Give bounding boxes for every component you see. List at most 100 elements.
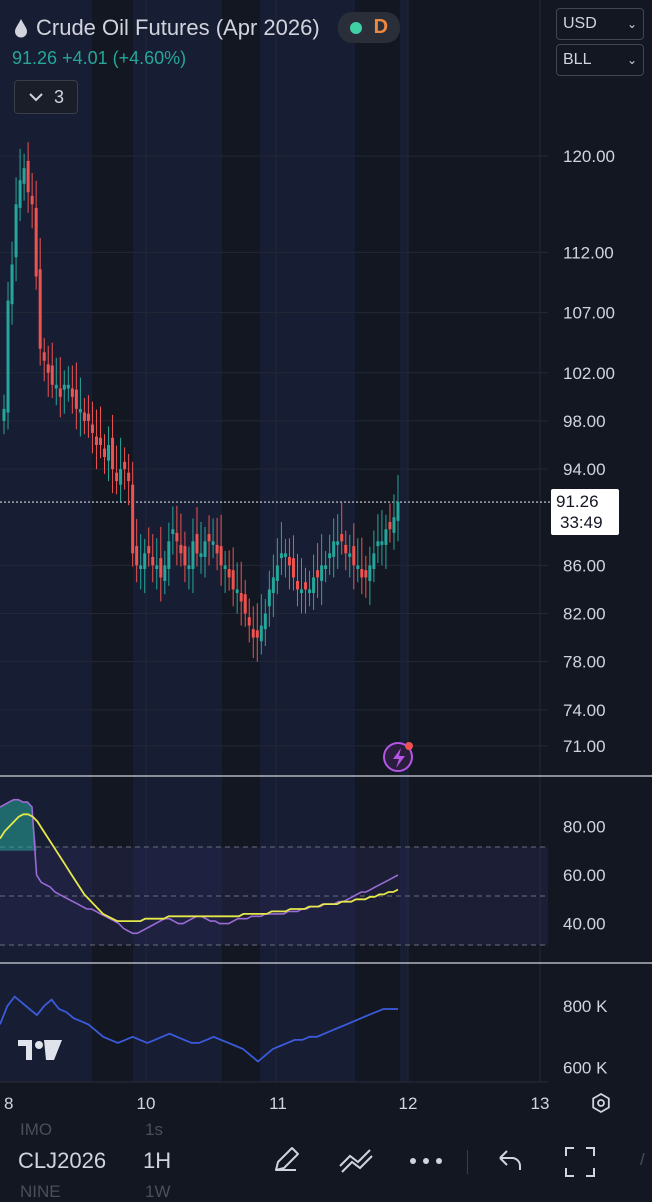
pen-icon[interactable] <box>270 1144 302 1178</box>
volume-axis-label: 600 K <box>563 1059 608 1078</box>
time-axis-label: 12 <box>399 1094 418 1113</box>
candle <box>243 594 247 614</box>
candle <box>46 364 50 373</box>
price-axis-label: 107.00 <box>563 304 615 323</box>
unit-value: BLL <box>563 51 592 68</box>
candle <box>131 484 135 554</box>
candle <box>380 541 384 545</box>
session-band <box>400 0 408 1082</box>
time-axis-label: 10 <box>137 1094 156 1113</box>
chart-header: Crude Oil Futures (Apr 2026) D <box>14 12 401 43</box>
chevron-down-icon: ⌄ <box>626 17 637 31</box>
candle <box>324 565 328 569</box>
price-axis-label: 86.00 <box>563 556 606 575</box>
candle <box>86 413 90 421</box>
currency-select[interactable]: USD ⌄ <box>556 8 644 40</box>
chevron-down-icon <box>29 93 43 102</box>
candle <box>30 195 34 205</box>
candle <box>175 532 179 542</box>
chart-canvas[interactable]: 120.00 112.00 107.00 102.00 98.00 94.00 86.00 8… <box>0 0 652 1120</box>
candle <box>34 207 38 277</box>
candle <box>115 472 119 482</box>
candle <box>107 445 111 461</box>
more-chevron[interactable]: / <box>640 1150 645 1169</box>
time-axis-label: 8 <box>4 1094 13 1113</box>
candle <box>300 589 304 594</box>
candle <box>199 553 203 557</box>
candle <box>90 424 94 433</box>
candle <box>10 264 14 305</box>
more-icon[interactable] <box>408 1156 444 1166</box>
undo-icon[interactable] <box>496 1148 524 1174</box>
candle <box>340 534 344 542</box>
trend-tools-icon[interactable] <box>338 1148 374 1174</box>
candle <box>62 384 66 390</box>
bar-countdown: 33:49 <box>560 513 603 532</box>
unit-select[interactable]: BLL ⌄ <box>556 44 644 76</box>
rsi-axis-label: 60.00 <box>563 866 606 885</box>
candle <box>215 544 219 554</box>
lightning-icon[interactable] <box>383 742 413 772</box>
candle <box>159 558 163 578</box>
price-axis-label: 82.00 <box>563 605 606 624</box>
candle <box>155 565 159 569</box>
indicators-toggle-button[interactable]: 3 <box>14 80 78 114</box>
volume-line <box>0 995 398 1063</box>
price-change-line: 91.26 +4.01 (+4.60%) <box>12 48 186 69</box>
candle <box>119 469 123 485</box>
last-price: 91.26 <box>12 48 58 68</box>
time-axis-label: 11 <box>269 1094 287 1113</box>
candle <box>251 629 255 638</box>
toolbar-divider <box>467 1150 468 1174</box>
candle <box>103 448 107 458</box>
candle <box>239 593 243 602</box>
interval-next: 1W <box>145 1182 171 1201</box>
tradingview-logo <box>18 1040 62 1060</box>
candle <box>344 544 348 554</box>
candle <box>50 365 54 385</box>
price-axis-label: 120.00 <box>563 147 615 166</box>
current-price-tag <box>551 489 619 536</box>
candle <box>376 541 380 547</box>
price-axis-label: 94.00 <box>563 460 606 479</box>
candle <box>312 577 316 594</box>
candle <box>70 388 74 397</box>
status-pill[interactable]: D <box>337 12 401 43</box>
symbol-title[interactable]: Crude Oil Futures (Apr 2026) <box>36 14 320 40</box>
candle <box>14 204 18 258</box>
candle <box>247 617 251 626</box>
chevron-down-icon: ⌄ <box>626 53 637 67</box>
candle <box>348 553 352 557</box>
rsi-axis-label: 40.00 <box>563 915 606 934</box>
candle <box>356 565 360 569</box>
candle <box>18 180 22 208</box>
rsi-overbought-fill <box>0 799 37 851</box>
fullscreen-icon[interactable] <box>564 1146 596 1178</box>
candle <box>308 589 312 594</box>
symbol-next: NINE <box>20 1182 61 1201</box>
candle <box>291 558 295 578</box>
candle <box>316 570 320 578</box>
settings-icon[interactable] <box>592 1092 610 1114</box>
candle <box>82 412 86 421</box>
price-axis-label: 78.00 <box>563 653 606 672</box>
candle <box>26 160 30 193</box>
drop-icon <box>15 18 27 37</box>
market-open-icon <box>349 21 362 34</box>
candle <box>127 472 131 482</box>
candle <box>396 502 400 521</box>
candle <box>143 553 147 569</box>
candle <box>98 437 102 445</box>
candle <box>279 553 283 559</box>
price-change: +4.01 (+4.60%) <box>62 48 187 68</box>
candle <box>368 565 372 582</box>
interval-selector[interactable]: 1H <box>143 1148 172 1173</box>
price-axis-label: 112.00 <box>563 243 614 262</box>
candle <box>123 461 127 470</box>
candle <box>42 352 46 361</box>
candle <box>78 408 82 413</box>
candle <box>74 389 78 409</box>
candle <box>372 553 376 569</box>
candle <box>231 570 235 590</box>
symbol-selector[interactable]: CLJ2026 <box>18 1148 107 1173</box>
